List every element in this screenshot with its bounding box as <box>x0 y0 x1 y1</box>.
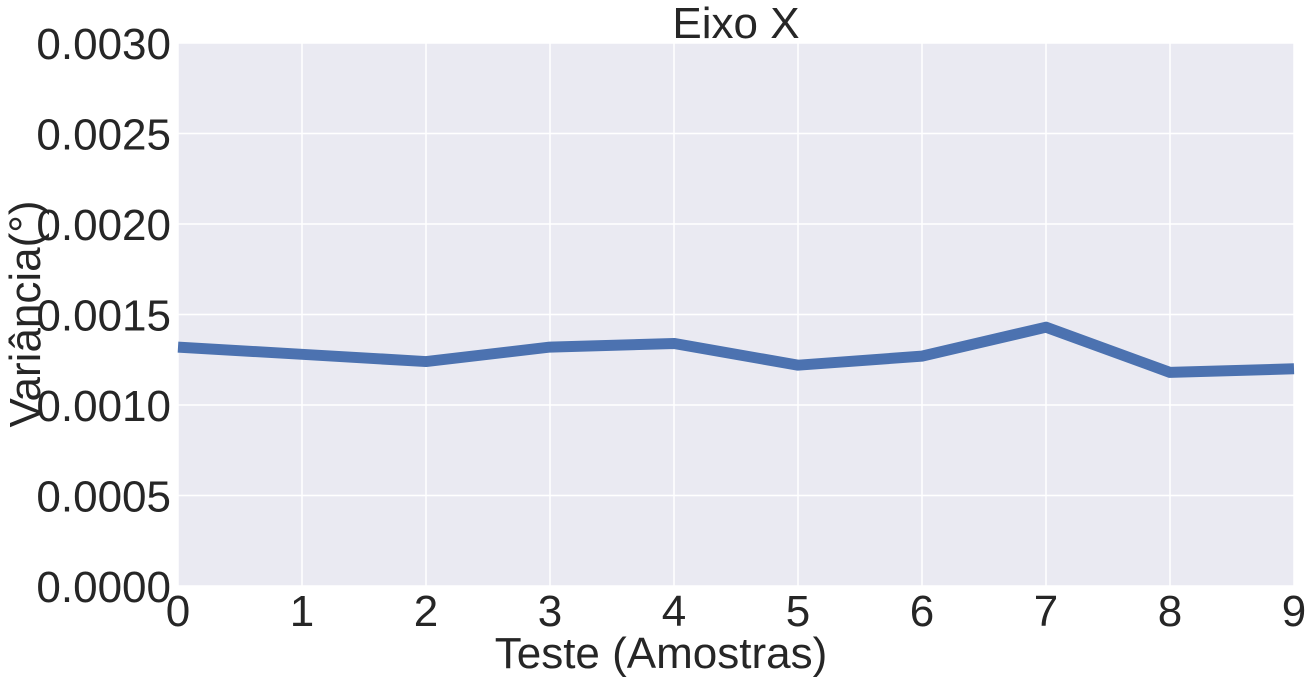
x-tick-label: 6 <box>910 587 934 636</box>
x-axis-label: Teste (Amostras) <box>495 629 828 678</box>
y-tick-label: 0.0015 <box>36 292 171 341</box>
x-tick-label: 5 <box>786 587 810 636</box>
chart-title: Eixo X <box>672 0 799 48</box>
y-tick-label: 0.0020 <box>36 201 171 250</box>
x-tick-label: 2 <box>414 587 438 636</box>
x-tick-label: 1 <box>290 587 314 636</box>
y-tick-label: 0.0025 <box>36 111 171 160</box>
y-tick-label: 0.0010 <box>36 382 171 431</box>
y-axis-label: Variância(°) <box>1 200 50 427</box>
x-tick-label: 8 <box>1158 587 1182 636</box>
grid-lines <box>177 42 1295 587</box>
y-tick-label: 0.0000 <box>36 563 171 612</box>
x-tick-label: 9 <box>1282 587 1306 636</box>
y-tick-labels: 0.0000 0.0005 0.0010 0.0015 0.0020 0.0025 0.00… <box>36 20 171 612</box>
series-line <box>177 321 1295 378</box>
y-tick-label: 0.0005 <box>36 473 171 522</box>
x-tick-label: 7 <box>1034 587 1058 636</box>
x-tick-label: 0 <box>166 587 190 636</box>
y-tick-label: 0.0030 <box>36 20 171 69</box>
x-tick-label: 3 <box>538 587 562 636</box>
data-series <box>177 321 1295 378</box>
x-tick-label: 4 <box>662 587 686 636</box>
x-tick-labels: 0 1 2 3 4 5 6 7 8 9 <box>166 587 1306 636</box>
